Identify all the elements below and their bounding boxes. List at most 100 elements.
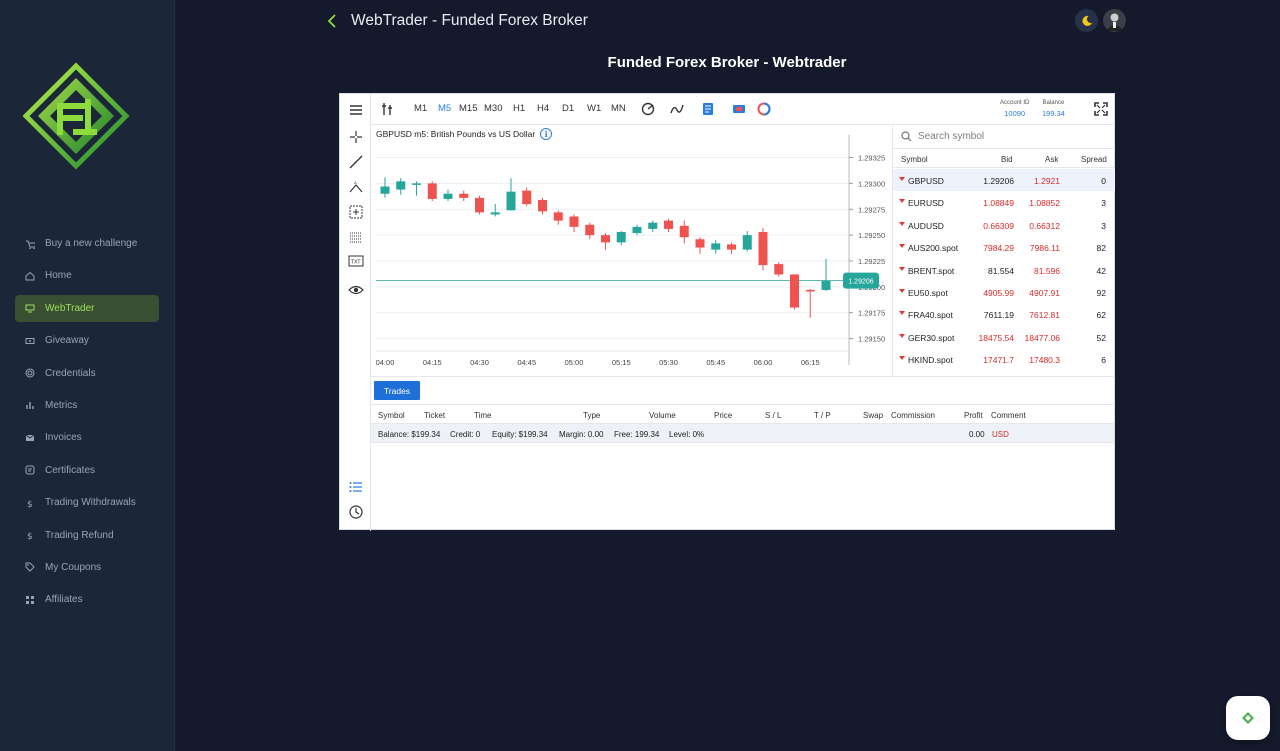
y-tick-label: 1.29275 (858, 205, 885, 214)
symbol-row[interactable]: EU50.spot 4905.99 4907.91 92 (893, 281, 1115, 303)
sidebar-item-affiliates[interactable]: Affiliates (15, 586, 159, 613)
symbol-row[interactable]: HKIND.spot 17471.7 17480.3 6 (893, 348, 1115, 370)
fibonacci-icon[interactable] (346, 227, 365, 246)
candle-body (821, 280, 831, 290)
symbol-ask: 7986.11 (1029, 243, 1060, 254)
candle-body (490, 212, 500, 215)
symbol-row[interactable]: GBPUSD 1.29206 1.2921 0 (893, 169, 1115, 192)
balance-label: Balance (1042, 100, 1065, 106)
timeframe-w1[interactable]: W1 (587, 103, 602, 114)
rectangle-select-icon[interactable] (346, 202, 365, 221)
symbol-ask: 1.08852 (1029, 198, 1060, 209)
x-tick-label: 06:15 (801, 358, 820, 367)
sidebar-item-credentials[interactable]: Credentials (15, 360, 159, 387)
timeframe-m1[interactable]: M1 (414, 103, 428, 114)
col-symbol[interactable]: Symbol (901, 155, 928, 164)
trend-line-icon[interactable] (346, 152, 365, 171)
back-chevron-icon[interactable] (324, 11, 340, 31)
affiliates-icon (24, 594, 36, 606)
symbol-name: EU50.spot (908, 287, 948, 298)
symbol-row[interactable]: AUDUSD 0.66309 0.66312 3 (893, 214, 1115, 236)
indicators-icon[interactable] (640, 101, 656, 117)
symbol-bid: 18475.54 (978, 332, 1014, 343)
abc-pattern-icon[interactable]: A (346, 177, 365, 196)
sidebar-item-trading-withdrawals[interactable]: $ Trading Withdrawals (15, 489, 159, 516)
tag-icon (24, 561, 36, 573)
col-bid[interactable]: Bid (1001, 155, 1013, 164)
symbol-bid: 1.08849 (983, 198, 1014, 209)
sidebar-item-label: Credentials (45, 367, 96, 379)
timeframe-d1[interactable]: D1 (562, 103, 575, 114)
col-ask[interactable]: Ask (1045, 155, 1059, 164)
sidebar-item-certificates[interactable]: Certificates (15, 457, 159, 484)
brand-logo[interactable] (22, 62, 130, 170)
timeframe-h4[interactable]: H4 (537, 103, 550, 114)
symbol-row[interactable]: GER30.spot 18475.54 18477.06 52 (893, 326, 1115, 348)
sidebar-item-my-coupons[interactable]: My Coupons (15, 554, 159, 581)
candle-body (585, 224, 595, 236)
symbol-ask: 7612.81 (1029, 310, 1060, 321)
sidebar: Buy a new challenge Home WebTrader Giveaway… (0, 0, 175, 751)
sidebar-item-metrics[interactable]: Metrics (15, 392, 159, 419)
symbol-spread: 82 (1096, 243, 1106, 254)
symbol-ask: 81.596 (1034, 265, 1060, 276)
x-tick-label: 05:45 (706, 358, 725, 367)
timeframe-h1[interactable]: H1 (513, 103, 526, 114)
sidebar-item-label: Buy a new challenge (45, 238, 138, 249)
symbol-bid: 81.554 (988, 265, 1014, 276)
candle-body (616, 232, 626, 243)
tab-trades[interactable]: Trades (374, 381, 420, 400)
user-avatar[interactable] (1103, 9, 1126, 32)
y-tick-label: 1.29300 (858, 179, 885, 188)
candlestick-chart[interactable]: 1.29325 1.29300 1.29275 1.29250 1.29225 1.292… (371, 125, 893, 376)
candle-body (632, 226, 642, 234)
list-icon[interactable] (346, 477, 365, 496)
account-summary-row: Balance: $199.34 Credit: 0 Equity: $199.… (371, 424, 1114, 443)
text-tool-icon[interactable]: TXT (346, 252, 365, 271)
chart-title: GBPUSD m5: British Pounds vs US Dollar i (376, 128, 553, 140)
timeframe-mn[interactable]: MN (611, 103, 626, 114)
menu-icon[interactable] (346, 100, 365, 119)
chart-type-icon[interactable] (379, 101, 395, 117)
symbol-row[interactable]: BRENT.spot 81.554 81.596 42 (893, 259, 1115, 281)
sidebar-item-invoices[interactable]: Invoices (15, 424, 159, 451)
sidebar-item-label: Affiliates (45, 594, 83, 606)
eye-icon[interactable] (346, 280, 365, 299)
sidebar-item-webtrader[interactable]: WebTrader (15, 294, 159, 322)
sidebar-item-buy-a-new-challenge[interactable]: Buy a new challenge (15, 230, 159, 257)
svg-text:$: $ (27, 532, 33, 540)
timeframe-m30[interactable]: M30 (484, 103, 503, 114)
x-tick-label: 04:15 (423, 358, 442, 367)
notes-icon[interactable] (700, 101, 716, 117)
symbol-row[interactable]: AUS200.spot 7984.29 7986.11 82 (893, 236, 1115, 258)
crosshair-icon[interactable] (346, 127, 365, 146)
info-icon[interactable]: i (540, 128, 553, 140)
price-chart[interactable]: 1.29325 1.29300 1.29275 1.29250 1.29225 1.292… (371, 125, 893, 376)
fullscreen-icon[interactable] (1094, 102, 1108, 116)
x-tick-label: 05:00 (565, 358, 584, 367)
sidebar-item-home[interactable]: Home (15, 262, 159, 289)
timeframe-m5[interactable]: M5 (438, 103, 452, 114)
oscillator-icon[interactable] (669, 101, 685, 117)
sidebar-item-trading-refund[interactable]: $ Trading Refund (15, 522, 159, 549)
theme-toggle-moon-icon[interactable] (1075, 9, 1098, 32)
down-triangle-icon (899, 266, 905, 271)
down-triangle-icon (899, 199, 905, 204)
current-price-badge (843, 272, 879, 289)
x-tick-label: 04:30 (470, 358, 489, 367)
down-triangle-icon (899, 177, 905, 181)
timeframe-m15[interactable]: M15 (459, 103, 478, 114)
trade-window-icon[interactable] (731, 101, 747, 117)
symbol-name: GBPUSD (908, 176, 944, 186)
history-icon[interactable] (346, 502, 365, 521)
symbol-row[interactable]: FRA40.spot 7611.19 7612.81 62 (893, 303, 1115, 325)
col-spread[interactable]: Spread (1081, 155, 1107, 164)
symbol-name: GER30.spot (908, 332, 955, 343)
color-scheme-icon[interactable] (756, 101, 772, 117)
sidebar-item-giveaway[interactable]: Giveaway (15, 327, 159, 354)
summary-currency: USD (992, 430, 1009, 439)
symbol-row[interactable]: EURUSD 1.08849 1.08852 3 (893, 191, 1115, 213)
bar-chart-icon (24, 399, 36, 411)
support-widget-button[interactable] (1226, 696, 1270, 740)
symbol-search-input[interactable] (918, 131, 1098, 142)
